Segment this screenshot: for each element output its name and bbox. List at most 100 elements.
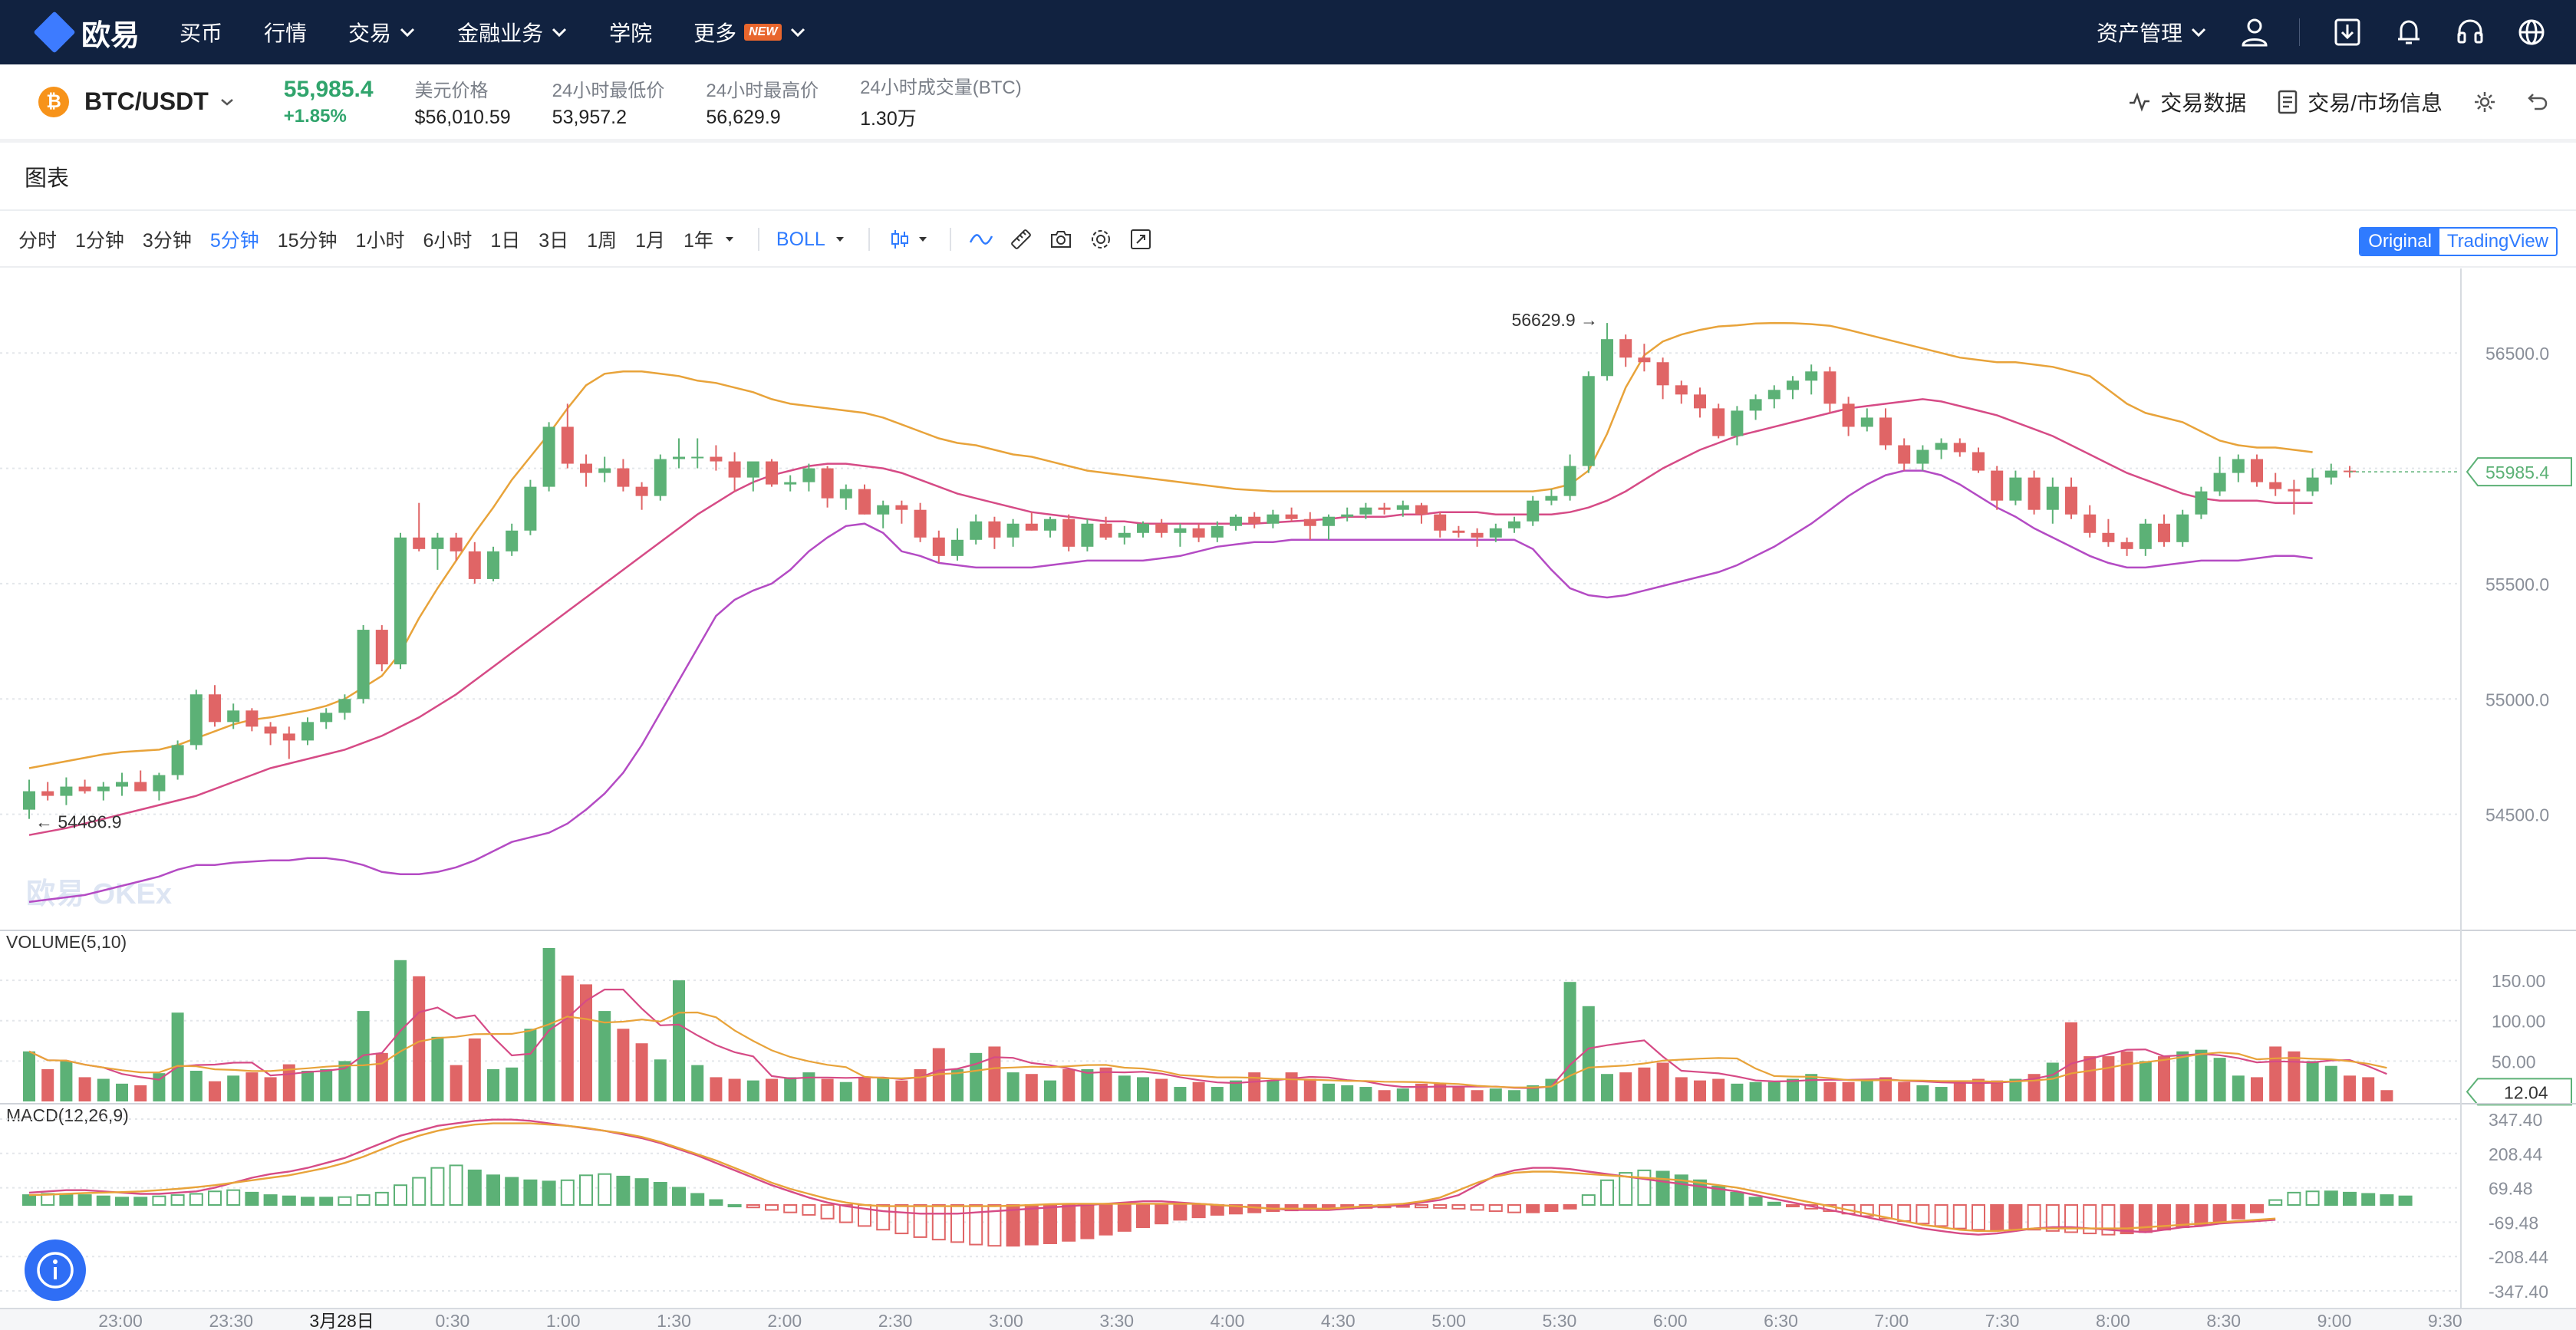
volume-bar <box>1341 1085 1354 1101</box>
timeframe-3m[interactable]: 3分钟 <box>142 230 192 252</box>
candle-body <box>2176 514 2189 542</box>
candle-body <box>2251 459 2263 482</box>
volume-bar <box>320 1068 333 1101</box>
download-icon[interactable] <box>2331 15 2364 49</box>
timeframe-1y[interactable]: 1年 <box>683 230 713 252</box>
volume-bar <box>1842 1081 1855 1101</box>
mode-original-button[interactable]: Original <box>2360 229 2439 255</box>
nav-item-more[interactable]: 更多 NEW <box>693 17 806 48</box>
timeframe-1mo[interactable]: 1月 <box>635 230 665 252</box>
time-tick-label: 7:30 <box>1985 1311 2020 1330</box>
timeframe-5m[interactable]: 5分钟 <box>209 230 259 252</box>
volume-bar <box>41 1068 54 1101</box>
candle-body <box>2084 514 2097 533</box>
nav-item-buy-crypto[interactable]: 买币 <box>180 17 222 48</box>
logo[interactable]: 欧易 <box>33 11 140 54</box>
macd-histogram-bar <box>505 1177 519 1207</box>
candle-body <box>635 486 648 496</box>
candle-body <box>1749 399 1762 411</box>
volume-bar <box>598 1011 611 1101</box>
timeframe-3d[interactable]: 3日 <box>539 230 569 252</box>
macd-histogram-bar <box>1470 1204 1484 1211</box>
mode-tradingview-button[interactable]: TradingView <box>2439 229 2556 255</box>
macd-histogram-bar <box>876 1204 891 1231</box>
nav-label: 学院 <box>609 21 653 45</box>
volume-bar <box>617 1029 630 1101</box>
macd-tick-label: 208.44 <box>2489 1144 2543 1164</box>
volume-bar <box>2102 1056 2115 1101</box>
timeframe-1w[interactable]: 1周 <box>587 230 618 252</box>
volume-bar <box>153 1073 166 1101</box>
candle-body <box>1303 519 1316 526</box>
chart-type-dropdown-icon[interactable] <box>913 234 933 245</box>
candle-body <box>450 537 463 551</box>
nav-item-markets[interactable]: 行情 <box>264 17 307 48</box>
candle-body <box>1415 505 1428 515</box>
candle-body <box>1081 523 1094 547</box>
bell-icon[interactable] <box>2392 15 2426 49</box>
macd-histogram-bar <box>2343 1191 2357 1206</box>
candle-body <box>746 461 759 478</box>
macd-histogram-bar <box>1415 1204 1428 1209</box>
volume-bar <box>2065 1022 2077 1101</box>
timeframe-tick[interactable]: 分时 <box>18 230 58 252</box>
candle-body <box>970 521 983 540</box>
macd-histogram-bar <box>133 1197 148 1206</box>
candle-body <box>1508 521 1520 528</box>
indicator-selector[interactable]: BOLL <box>776 228 825 250</box>
candlestick-type-icon[interactable] <box>887 226 913 252</box>
timeframe-1h[interactable]: 1小时 <box>355 230 405 252</box>
macd-histogram-bar <box>1544 1204 1559 1213</box>
pair-selector[interactable]: BTC/USDT <box>84 87 209 115</box>
time-tick-label: 6:00 <box>1653 1311 1688 1330</box>
headset-icon[interactable] <box>2453 15 2487 49</box>
ruler-icon[interactable] <box>1008 226 1034 252</box>
volume-bar <box>487 1068 499 1101</box>
nav-item-finance[interactable]: 金融业务 <box>457 17 568 48</box>
volume-bar <box>1452 1087 1465 1101</box>
bitcoin-icon: ₿ <box>38 86 69 117</box>
asset-label: 资产管理 <box>2096 21 2182 45</box>
fullscreen-icon[interactable] <box>1128 226 1154 252</box>
volume-bar <box>1972 1078 1985 1101</box>
globe-icon[interactable] <box>2515 15 2548 49</box>
timeframe-6h[interactable]: 6小时 <box>423 230 473 252</box>
timeframe-1d[interactable]: 1日 <box>490 230 521 252</box>
candle-body <box>282 733 295 741</box>
user-icon[interactable] <box>2238 15 2271 49</box>
candle-body <box>227 710 240 723</box>
trade-data-button[interactable]: 交易数据 <box>2128 87 2246 117</box>
undo-icon[interactable] <box>2527 91 2548 113</box>
volume-bar <box>1823 1081 1836 1101</box>
macd-histogram-bar <box>1210 1204 1224 1216</box>
candle-body <box>1025 523 1038 531</box>
nav-item-trade[interactable]: 交易 <box>348 17 416 48</box>
macd-histogram-bar <box>1451 1204 1466 1210</box>
info-button[interactable] <box>25 1239 86 1301</box>
chevron-down-icon[interactable] <box>219 97 235 107</box>
nav-item-academy[interactable]: 学院 <box>609 17 652 48</box>
macd-histogram-bar <box>1062 1204 1076 1242</box>
macd-histogram-bar <box>746 1204 760 1209</box>
market-info-button[interactable]: 交易/市场信息 <box>2277 87 2443 117</box>
candle-body <box>932 537 945 556</box>
candle-body <box>710 456 723 462</box>
candle-body <box>1452 530 1465 533</box>
stat-24h-low: 24小时最低价 53,957.2 <box>552 75 665 129</box>
stat-24h-volume: 24小时成交量(BTC) 1.30万 <box>860 72 1022 131</box>
chart-settings-icon[interactable] <box>1088 226 1114 252</box>
indicator-line-icon[interactable] <box>968 226 994 252</box>
indicator-dropdown-icon[interactable] <box>828 234 852 245</box>
camera-icon[interactable] <box>1048 226 1074 252</box>
timeframe-1m[interactable]: 1分钟 <box>75 230 124 252</box>
asset-management-menu[interactable]: 资产管理 <box>2097 17 2207 48</box>
candle-body <box>654 459 667 496</box>
macd-histogram-bar <box>2268 1199 2283 1207</box>
settings-icon[interactable] <box>2473 91 2496 114</box>
volume-bar <box>1285 1072 1298 1101</box>
logo-text: 欧易 <box>81 19 140 52</box>
timeframe-dropdown-icon[interactable] <box>718 234 741 245</box>
timeframe-15m[interactable]: 15分钟 <box>277 230 338 252</box>
